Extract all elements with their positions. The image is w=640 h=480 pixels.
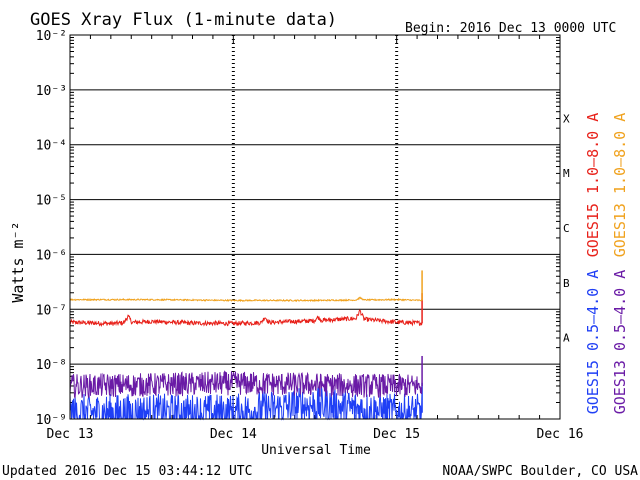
x-tick-label: Dec 16: [537, 427, 584, 442]
series-line: [69, 296, 423, 303]
y-axis-label: Watts m⁻²: [9, 221, 27, 302]
y-tick-label: 10⁻⁴: [36, 139, 67, 154]
y-tick-label: 10⁻²: [36, 29, 67, 44]
legend-entry: GOES13 1.0–8.0 A: [611, 113, 629, 258]
x-tick-label: Dec 13: [47, 427, 94, 442]
flare-class-label: C: [563, 222, 570, 235]
legend-entry: GOES13 0.5–4.0 A: [611, 270, 629, 415]
y-tick-label: 10⁻⁷: [36, 303, 67, 318]
footer-credit: NOAA/SWPC Boulder, CO USA: [442, 464, 638, 479]
x-axis-label: Universal Time: [261, 443, 371, 458]
legend-entry: GOES15 1.0–8.0 A: [584, 113, 602, 258]
series-line: [69, 309, 423, 328]
chart-title: GOES Xray Flux (1-minute data): [30, 10, 337, 30]
y-tick-label: 10⁻³: [36, 84, 67, 99]
x-tick-label: Dec 14: [210, 427, 257, 442]
flare-class-label: B: [563, 277, 570, 290]
series-line: [69, 370, 423, 399]
y-tick-label: 10⁻⁸: [36, 358, 67, 373]
begin-label: Begin: 2016 Dec 13 0000 UTC: [405, 21, 616, 36]
flare-class-label: A: [563, 332, 570, 345]
legend-entry: GOES15 0.5–4.0 A: [584, 270, 602, 415]
plot-frame: [69, 34, 561, 420]
footer-updated: Updated 2016 Dec 15 03:44:12 UTC: [2, 464, 252, 479]
y-tick-label: 10⁻⁹: [36, 413, 67, 428]
x-tick-label: Dec 15: [373, 427, 420, 442]
y-tick-label: 10⁻⁶: [36, 248, 67, 263]
y-tick-label: 10⁻⁵: [36, 194, 67, 209]
flare-class-label: M: [563, 167, 570, 180]
plot-area: [69, 34, 561, 421]
flare-class-label: X: [563, 112, 570, 125]
